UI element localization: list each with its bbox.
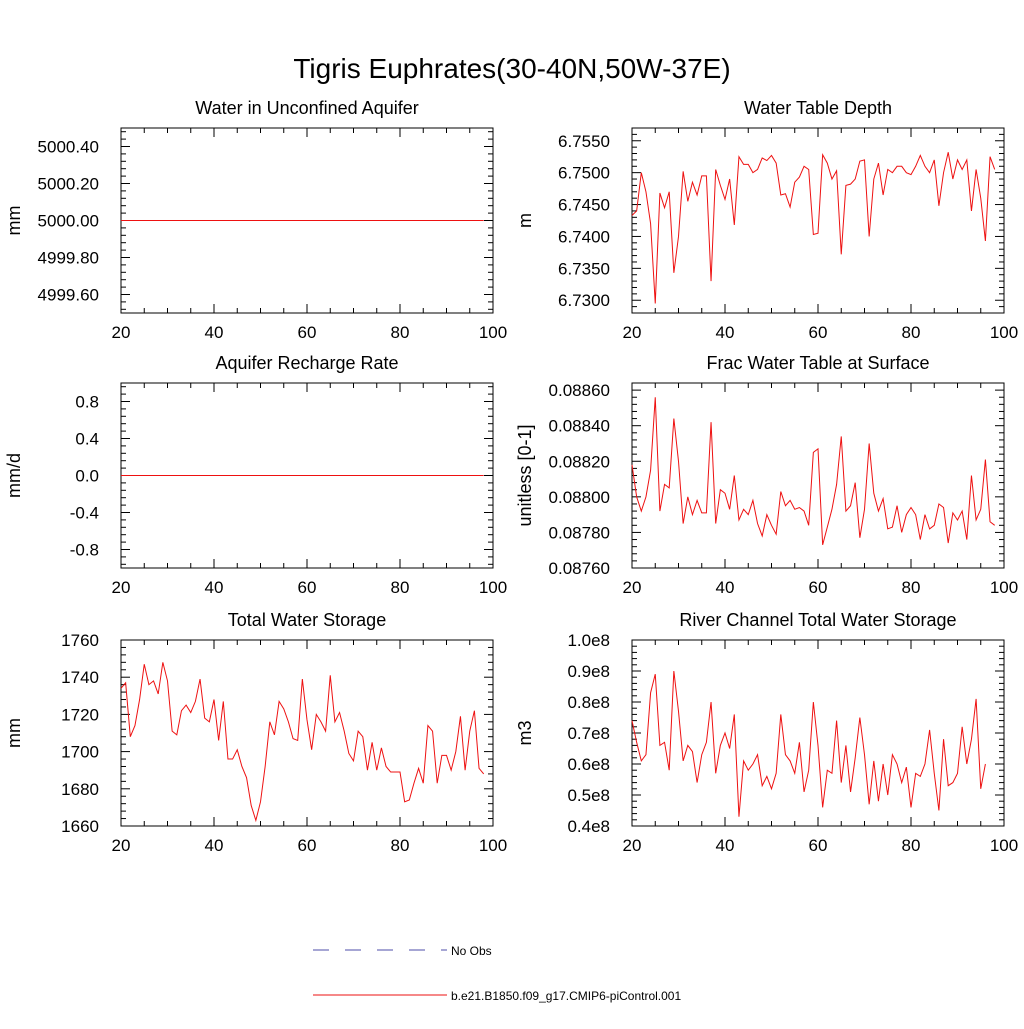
y-tick-label: 0.0	[75, 467, 99, 486]
x-tick-label: 40	[716, 578, 735, 597]
panel-1: Water in Unconfined Aquifer mm 20 40 60 80 100…	[4, 98, 507, 342]
y-tick-label: 0.8	[75, 393, 99, 412]
panel-5: Total Water Storage mm 20 40 60 80 100 1660 1680…	[4, 610, 507, 855]
y-tick-label: 6.7450	[558, 196, 610, 215]
series-line	[631, 152, 996, 304]
y-tick-label: 0.5e8	[567, 786, 610, 805]
x-tick-label: 60	[298, 578, 317, 597]
x-tick-label: 100	[990, 578, 1018, 597]
x-tick-label: 60	[809, 836, 828, 855]
panel-2: Water Table Depth m 20 40 60 80 100 6.7300 6.735…	[515, 98, 1018, 342]
y-tick-label: 6.7350	[558, 259, 610, 278]
x-tick-label: 20	[623, 323, 642, 342]
x-tick-label: 80	[391, 578, 410, 597]
x-tick-label: 100	[479, 578, 507, 597]
x-tick-label: 60	[809, 323, 828, 342]
x-tick-label: 100	[479, 836, 507, 855]
y-tick-label: 6.7550	[558, 132, 610, 151]
figure-title: Tigris Euphrates(30-40N,50W-37E)	[293, 53, 730, 84]
y-tick-label: 0.4e8	[567, 817, 610, 836]
x-tick-label: 40	[205, 578, 224, 597]
y-tick-label: 0.6e8	[567, 755, 610, 774]
x-tick-label: 80	[902, 578, 921, 597]
x-tick-label: 40	[205, 836, 224, 855]
y-tick-label: 0.8e8	[567, 693, 610, 712]
panel-title: Total Water Storage	[228, 610, 386, 630]
panel-3: Aquifer Recharge Rate mm/d 20 40 60 80 100 -0.8…	[4, 353, 507, 597]
series-line	[631, 670, 986, 817]
legend: No Obs b.e21.B1850.f09_g17.CMIP6-piContr…	[313, 944, 681, 1003]
x-tick-label: 60	[298, 836, 317, 855]
y-tick-label: 0.4	[75, 430, 99, 449]
y-tick-label: 4999.60	[38, 286, 99, 305]
panel-6: River Channel Total Water Storage m3 20 40 6…	[515, 610, 1018, 855]
y-axis-label: mm/d	[4, 453, 24, 498]
y-tick-label: 6.7300	[558, 291, 610, 310]
y-tick-label: 1700	[61, 743, 99, 762]
y-axis-label: m	[515, 213, 535, 228]
x-tick-label: 80	[902, 323, 921, 342]
y-tick-label: 5000.20	[38, 175, 99, 194]
y-axis-label: mm	[4, 718, 24, 748]
x-tick-label: 20	[623, 578, 642, 597]
x-tick-label: 80	[391, 323, 410, 342]
y-tick-label: 6.7400	[558, 227, 610, 246]
y-axis-label: m3	[515, 720, 535, 745]
y-tick-label: 0.08800	[549, 488, 610, 507]
panel-title: River Channel Total Water Storage	[679, 610, 956, 630]
x-tick-label: 100	[990, 836, 1018, 855]
x-tick-label: 20	[112, 323, 131, 342]
y-tick-label: 5000.00	[38, 212, 99, 231]
y-tick-label: 0.08760	[549, 559, 610, 578]
legend-label-model: b.e21.B1850.f09_g17.CMIP6-piControl.001	[451, 989, 681, 1003]
panel-4: Frac Water Table at Surface unitless [0-1…	[515, 353, 1018, 597]
y-tick-label: 1680	[61, 780, 99, 799]
x-tick-label: 20	[623, 836, 642, 855]
x-tick-label: 20	[112, 836, 131, 855]
panel-title: Water Table Depth	[744, 98, 892, 118]
y-axis-label: mm	[4, 206, 24, 236]
y-tick-label: 0.9e8	[567, 662, 610, 681]
y-tick-label: 5000.40	[38, 138, 99, 157]
y-tick-label: 0.08820	[549, 452, 610, 471]
y-tick-label: 6.7500	[558, 164, 610, 183]
series-line	[631, 397, 996, 545]
x-tick-label: 100	[479, 323, 507, 342]
x-tick-label: 80	[391, 836, 410, 855]
x-tick-label: 80	[902, 836, 921, 855]
x-tick-label: 40	[205, 323, 224, 342]
y-tick-label: -0.4	[70, 504, 99, 523]
y-axis-label: unitless [0-1]	[515, 424, 535, 526]
x-tick-label: 20	[112, 578, 131, 597]
panel-title: Water in Unconfined Aquifer	[195, 98, 418, 118]
panel-title: Frac Water Table at Surface	[706, 353, 929, 373]
y-tick-label: 1.0e8	[567, 631, 610, 650]
y-tick-label: 4999.80	[38, 249, 99, 268]
y-tick-label: 1760	[61, 631, 99, 650]
legend-label-no-obs: No Obs	[451, 944, 492, 958]
x-tick-label: 100	[990, 323, 1018, 342]
y-tick-label: 1660	[61, 817, 99, 836]
panel-frame	[631, 639, 1005, 827]
y-tick-label: 1740	[61, 668, 99, 687]
x-tick-label: 60	[298, 323, 317, 342]
x-tick-label: 60	[809, 578, 828, 597]
x-tick-label: 40	[716, 836, 735, 855]
panel-frame	[631, 127, 1005, 314]
y-tick-label: 0.08860	[549, 381, 610, 400]
y-tick-label: 0.7e8	[567, 724, 610, 743]
y-tick-label: 0.08840	[549, 417, 610, 436]
y-tick-label: 1720	[61, 705, 99, 724]
y-tick-label: 0.08780	[549, 523, 610, 542]
x-tick-label: 40	[716, 323, 735, 342]
panel-title: Aquifer Recharge Rate	[215, 353, 398, 373]
y-tick-label: -0.8	[70, 541, 99, 560]
series-line	[120, 662, 485, 823]
